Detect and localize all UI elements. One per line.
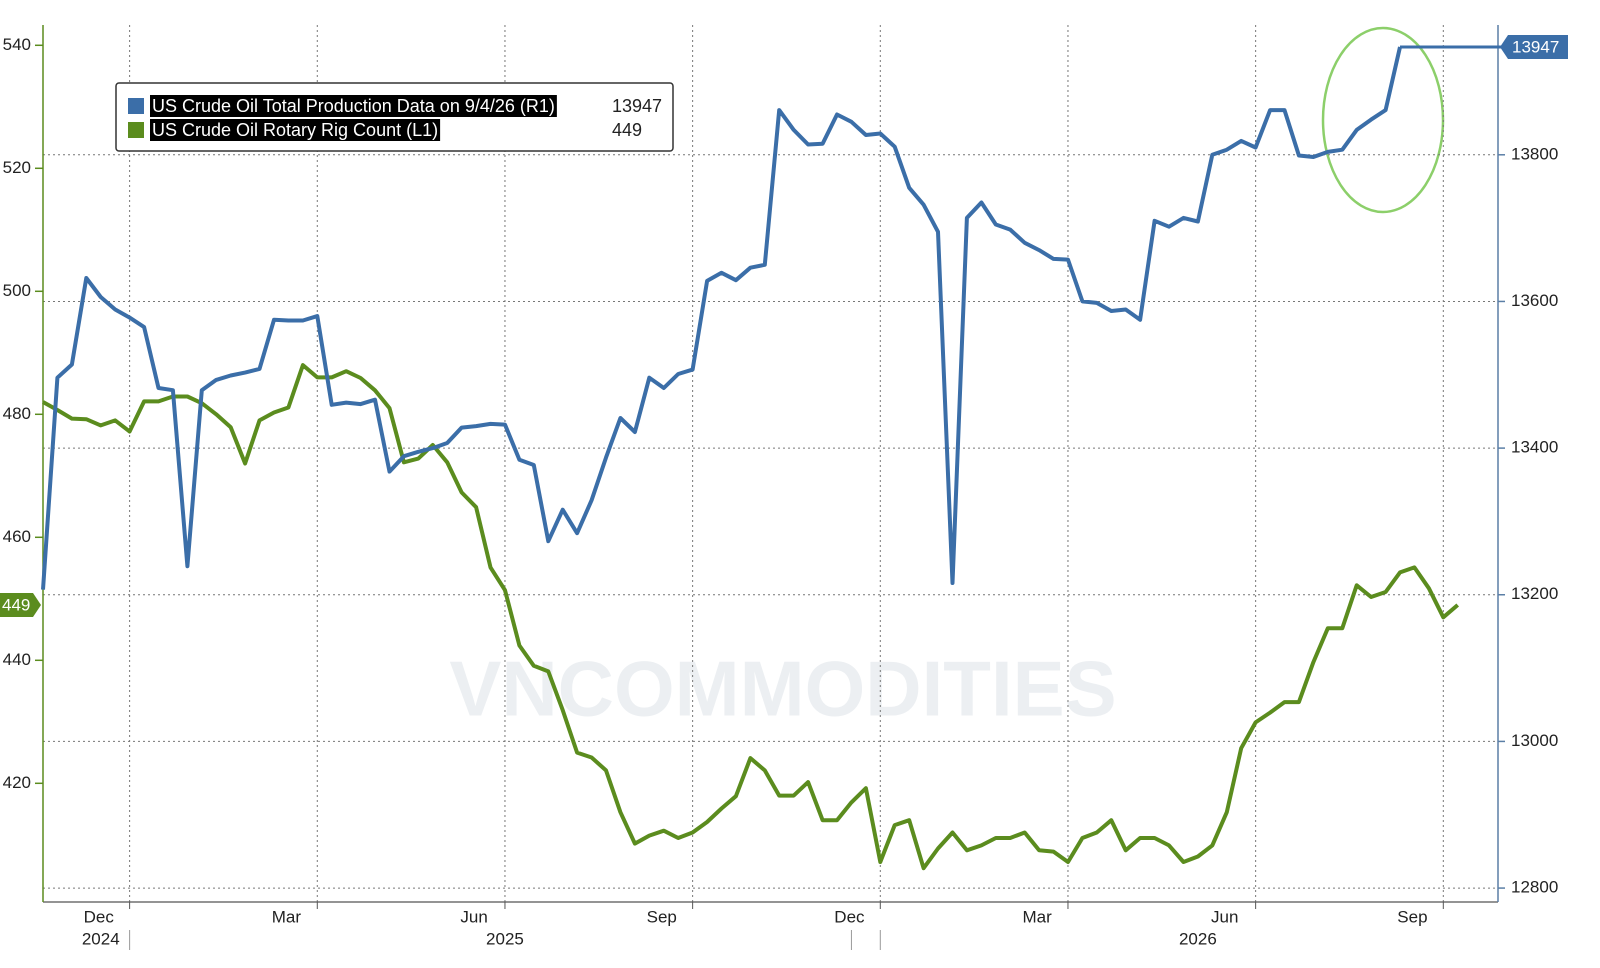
y2-tick-label: 13600	[1511, 291, 1558, 310]
legend-swatch	[128, 98, 144, 114]
legend-text-bg	[150, 119, 441, 141]
y-tick-label: 460	[3, 527, 31, 546]
watermark: VNCOMMODITIES	[449, 645, 1116, 733]
y-tick-label: 540	[3, 35, 31, 54]
y2-tick-label: 13200	[1511, 584, 1558, 603]
x-tick-label: Sep	[647, 907, 677, 926]
last-value-label: 13947	[1512, 37, 1559, 56]
last-value-label: 449	[2, 595, 30, 614]
legend-value: 13947	[612, 96, 662, 116]
y2-tick-label: 13800	[1511, 144, 1558, 163]
x-tick-label: Jun	[1211, 907, 1238, 926]
last-value-tag	[0, 592, 41, 617]
y2-tick-label: 13400	[1511, 438, 1558, 457]
legend-swatch	[128, 122, 144, 138]
last-value-tag	[1500, 34, 1568, 59]
x-tick-label: Jun	[460, 907, 487, 926]
x-tick-label: Dec	[84, 907, 115, 926]
y-tick-label: 500	[3, 281, 31, 300]
y2-tick-label: 12800	[1511, 878, 1558, 897]
y-tick-label: 420	[3, 773, 31, 792]
legend-text-bg	[150, 95, 557, 117]
x-tick-label: Mar	[1022, 907, 1052, 926]
legend-value: 449	[612, 120, 642, 140]
highlight-circle	[1321, 26, 1445, 214]
y-tick-label: 440	[3, 650, 31, 669]
y2-tick-label: 13000	[1511, 731, 1558, 750]
y-tick-label: 480	[3, 404, 31, 423]
x-tick-label: Sep	[1397, 907, 1427, 926]
series-line	[42, 363, 1459, 871]
legend-label: US Crude Oil Total Production Data on 9/…	[152, 96, 555, 116]
x-tick-label: Mar	[272, 907, 302, 926]
x-tick-label: Dec	[834, 907, 865, 926]
legend: US Crude Oil Total Production Data on 9/…	[115, 82, 674, 152]
x-year-label: 2024	[82, 929, 120, 948]
y-tick-label: 520	[3, 158, 31, 177]
x-year-label: 2026	[1179, 929, 1217, 948]
legend-label: US Crude Oil Rotary Rig Count (L1)	[152, 120, 438, 140]
x-year-label: 2025	[486, 929, 524, 948]
series-line	[41, 46, 1402, 590]
